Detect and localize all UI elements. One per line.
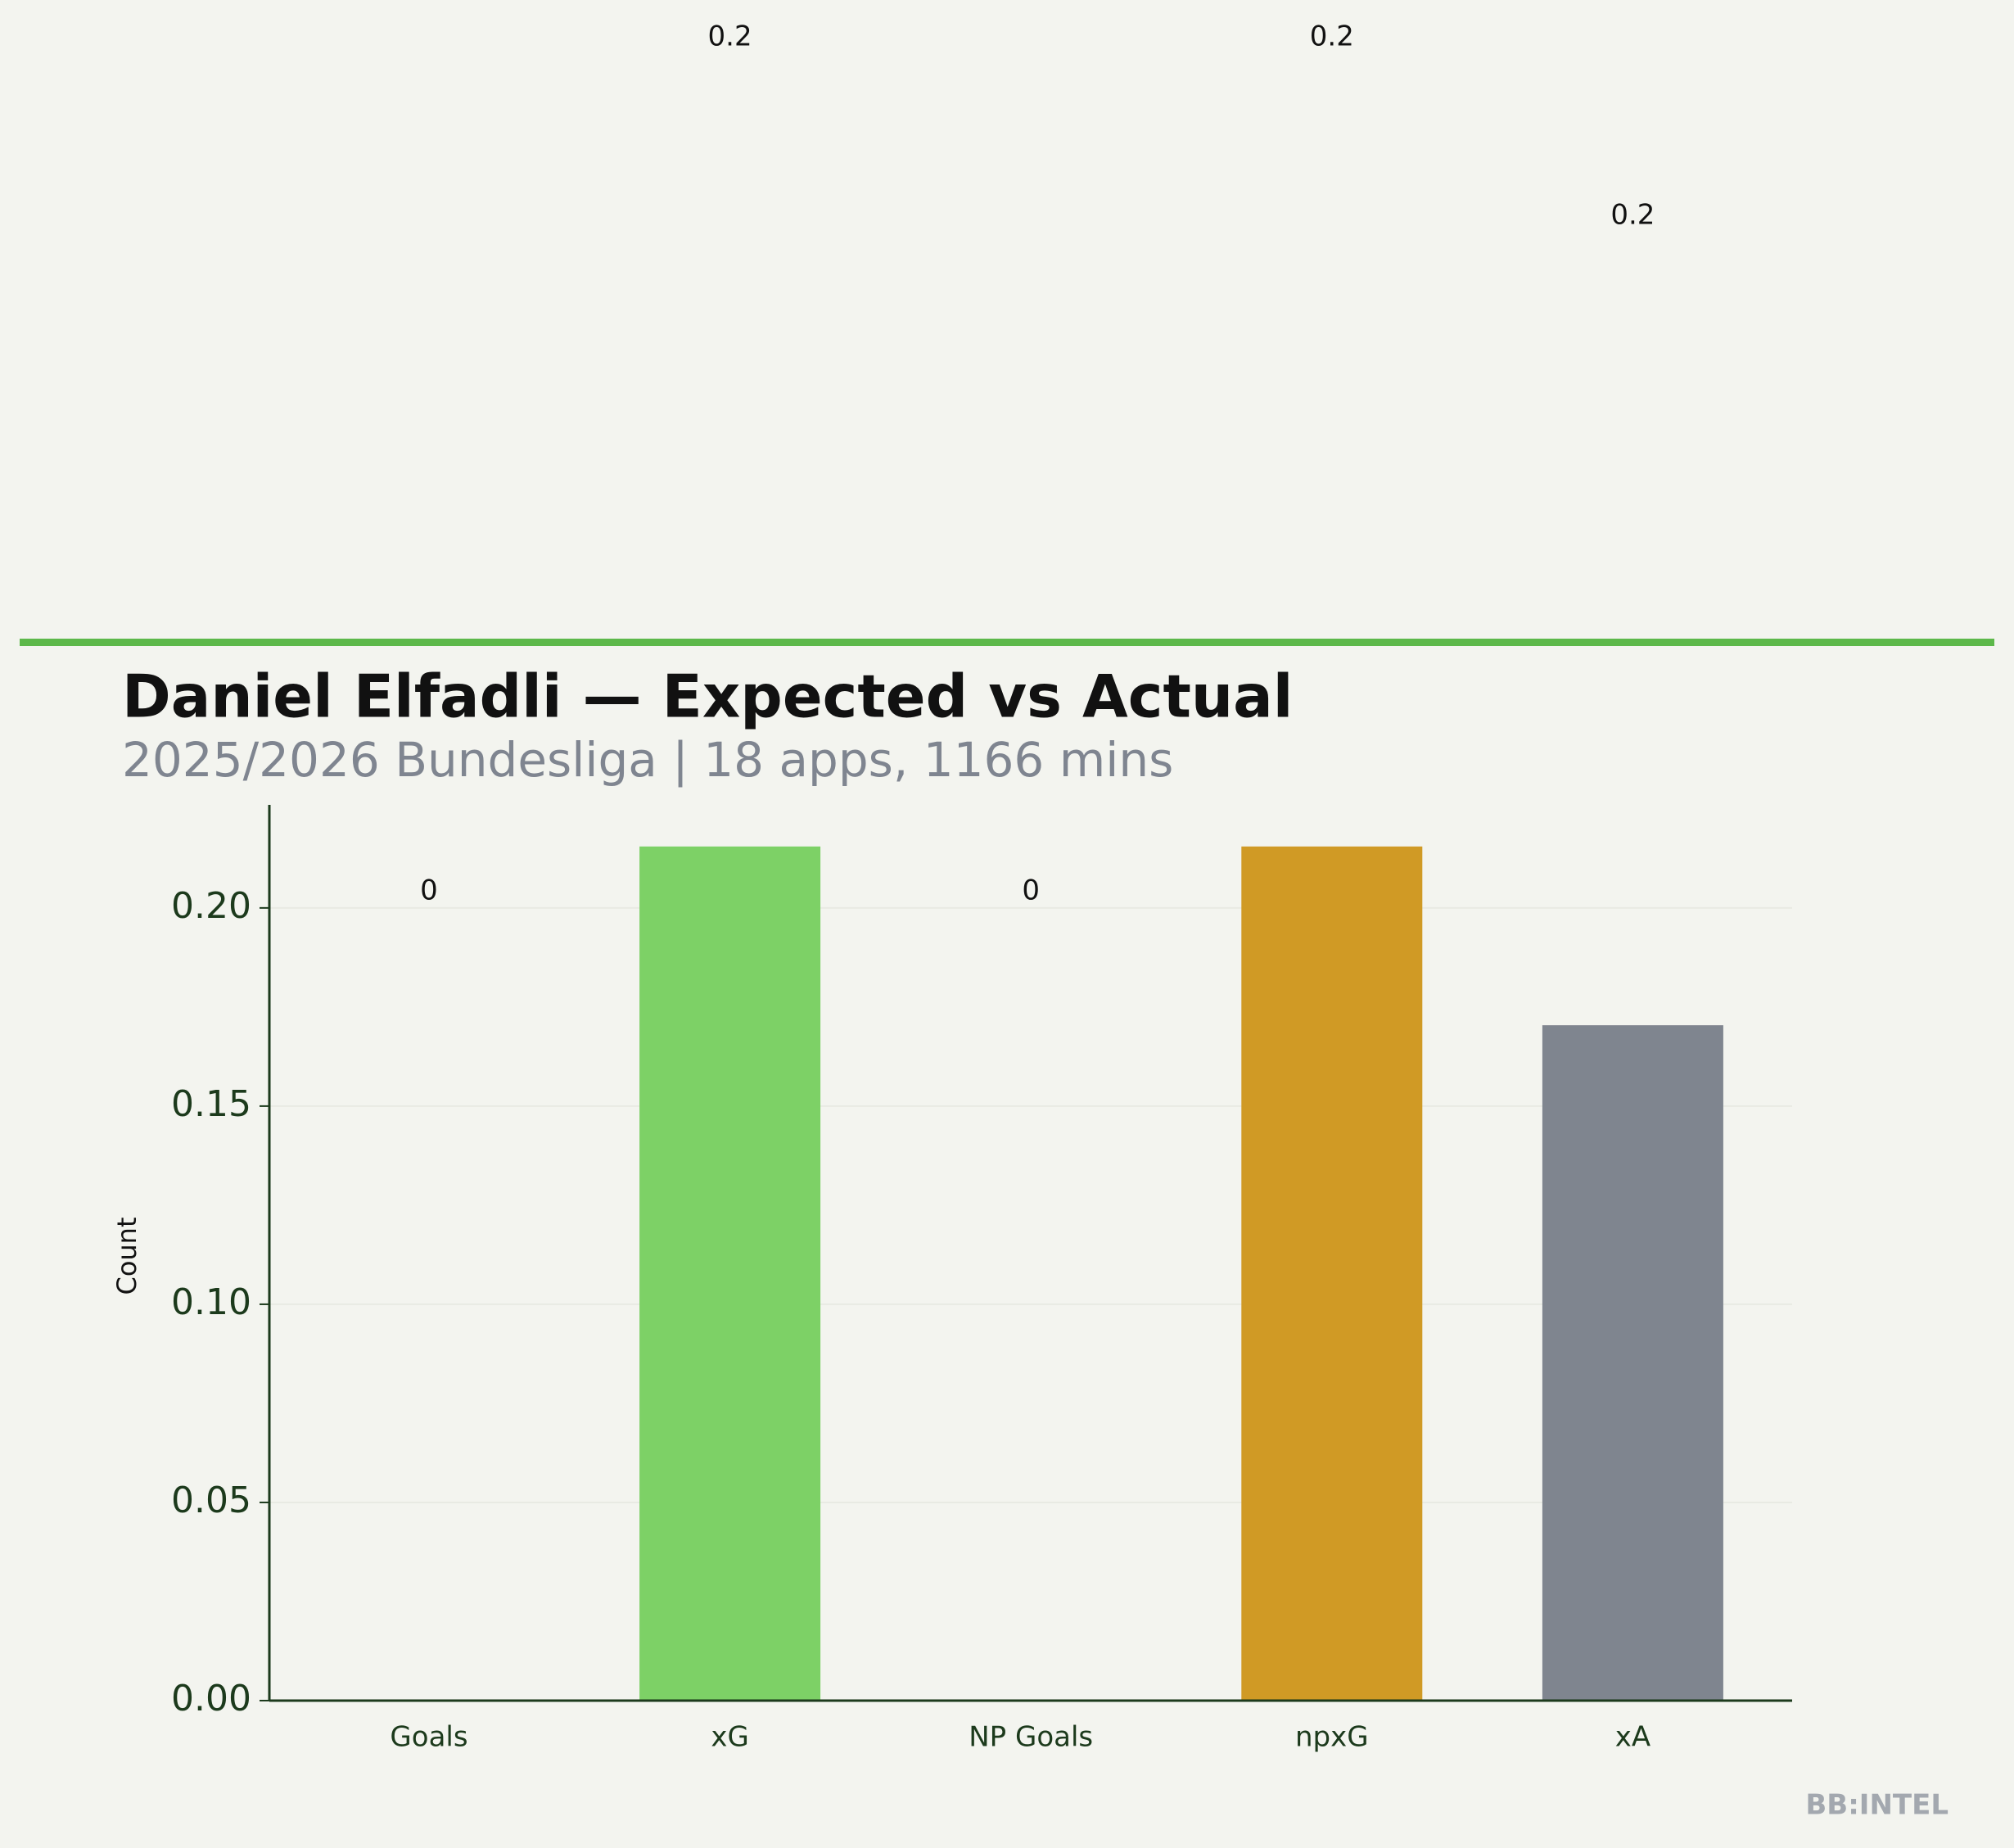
- y-tick-label: 0.10: [171, 1281, 251, 1323]
- y-tick-label: 0.05: [171, 1480, 251, 1521]
- x-tick-label: NP Goals: [969, 1721, 1093, 1754]
- chart-title: Daniel Elfadli — Expected vs Actual: [122, 662, 1293, 731]
- y-tick-label: 0.15: [171, 1083, 251, 1125]
- x-tick-label: Goals: [390, 1721, 467, 1754]
- bar: [1542, 1025, 1723, 1701]
- x-tick-label: npxG: [1295, 1721, 1369, 1754]
- bar: [1241, 846, 1423, 1701]
- chart-subtitle: 2025/2026 Bundesliga | 18 apps, 1166 min…: [122, 732, 1173, 788]
- value-label: 0.2: [1610, 199, 1655, 232]
- value-label: 0.2: [708, 20, 752, 52]
- y-axis-label: Count: [111, 1217, 142, 1295]
- value-label: 0: [420, 874, 438, 907]
- x-tick-label: xA: [1615, 1721, 1650, 1754]
- header-rule: [20, 639, 1994, 646]
- y-tick-label: 0.00: [171, 1678, 251, 1719]
- watermark: BB:INTEL: [1805, 1789, 1949, 1822]
- x-tick-label: xG: [711, 1721, 748, 1754]
- y-tick-label: 0.20: [171, 885, 251, 927]
- bar: [639, 846, 821, 1701]
- value-label: 0.2: [1310, 20, 1354, 52]
- value-label: 0: [1022, 874, 1040, 907]
